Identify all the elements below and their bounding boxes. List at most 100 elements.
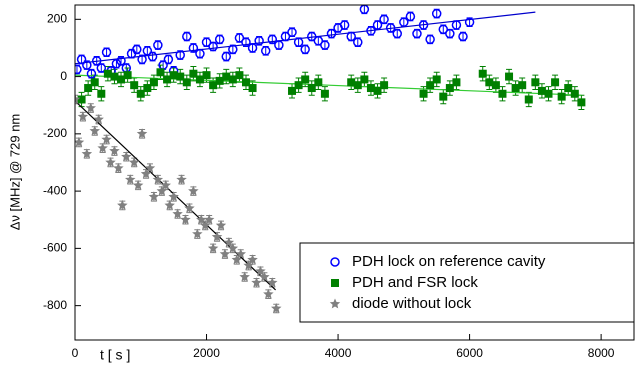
legend-box — [299, 242, 635, 323]
point — [243, 260, 254, 270]
point — [208, 41, 218, 52]
point — [267, 34, 278, 45]
point — [347, 78, 356, 87]
point — [251, 277, 262, 288]
point — [360, 75, 369, 84]
point — [227, 242, 239, 253]
point — [320, 40, 330, 50]
point — [346, 31, 356, 42]
point — [132, 179, 144, 190]
point — [551, 78, 560, 87]
fit-line — [75, 74, 582, 96]
point — [160, 179, 171, 190]
point — [498, 89, 507, 98]
point — [505, 72, 514, 81]
point — [399, 17, 409, 27]
point — [280, 31, 291, 42]
x-axis-label: t [ s ] — [100, 347, 130, 363]
point — [86, 68, 97, 79]
point — [153, 40, 163, 50]
point — [77, 111, 89, 122]
legend-marker — [331, 279, 339, 287]
y-tick-label: -400 — [43, 183, 67, 197]
point — [82, 60, 92, 70]
y-tick-label: 200 — [47, 11, 67, 25]
point — [385, 23, 396, 33]
point — [219, 248, 231, 259]
fit-line — [75, 11, 536, 65]
legend-marker — [330, 257, 340, 267]
point — [209, 81, 218, 90]
point — [188, 185, 199, 196]
point — [97, 142, 108, 153]
point — [255, 265, 266, 276]
y-tick-label: -200 — [43, 126, 67, 140]
point — [353, 37, 363, 47]
point — [531, 78, 540, 87]
point — [214, 34, 225, 45]
point — [207, 242, 219, 253]
point — [426, 81, 435, 90]
plot-area — [75, 5, 586, 314]
point — [192, 228, 203, 239]
point — [147, 51, 158, 62]
point — [136, 89, 145, 98]
point — [353, 81, 362, 90]
point — [300, 44, 310, 55]
point — [96, 63, 107, 73]
point — [223, 237, 235, 248]
y-tick-label: 0 — [60, 69, 67, 83]
point — [380, 81, 389, 90]
point — [445, 28, 455, 39]
point — [172, 208, 183, 219]
point — [231, 254, 242, 265]
point — [544, 89, 553, 98]
point — [222, 72, 231, 81]
point — [464, 17, 475, 27]
point — [132, 44, 142, 55]
point — [271, 303, 282, 313]
point — [189, 69, 198, 78]
point — [485, 78, 494, 87]
legend-marker — [329, 298, 341, 309]
x-tick-label: 4000 — [325, 346, 352, 360]
point — [267, 277, 278, 288]
point — [163, 54, 174, 65]
point — [105, 157, 116, 167]
x-tick-label: 6000 — [456, 346, 483, 360]
point — [518, 81, 527, 90]
point — [109, 145, 120, 156]
point — [75, 94, 81, 104]
legend-label: PDH lock on reference cavity — [352, 253, 546, 270]
point — [93, 114, 104, 124]
point — [175, 50, 185, 60]
point — [228, 75, 237, 84]
point — [125, 174, 136, 185]
point — [182, 78, 191, 87]
point — [366, 26, 376, 36]
point — [184, 202, 195, 213]
point — [84, 84, 93, 93]
point — [307, 84, 316, 93]
point — [202, 71, 211, 80]
point — [97, 89, 106, 98]
point — [301, 75, 310, 84]
point — [176, 72, 185, 81]
point — [537, 86, 546, 95]
point — [241, 78, 250, 87]
legend-label: PDH and FSR lock — [352, 274, 478, 291]
legend-label: diode without lock — [352, 295, 472, 312]
point — [274, 40, 284, 50]
point — [438, 24, 449, 35]
point — [130, 81, 139, 90]
point — [148, 191, 160, 202]
point — [195, 48, 205, 59]
point — [142, 46, 153, 56]
point — [200, 220, 211, 230]
point — [113, 162, 124, 173]
point — [439, 92, 448, 101]
y-axis-label: Δν [MHz] @ 729 nm — [7, 114, 22, 231]
y-tick-label: -800 — [43, 298, 67, 312]
point — [211, 231, 223, 242]
point — [149, 78, 158, 87]
